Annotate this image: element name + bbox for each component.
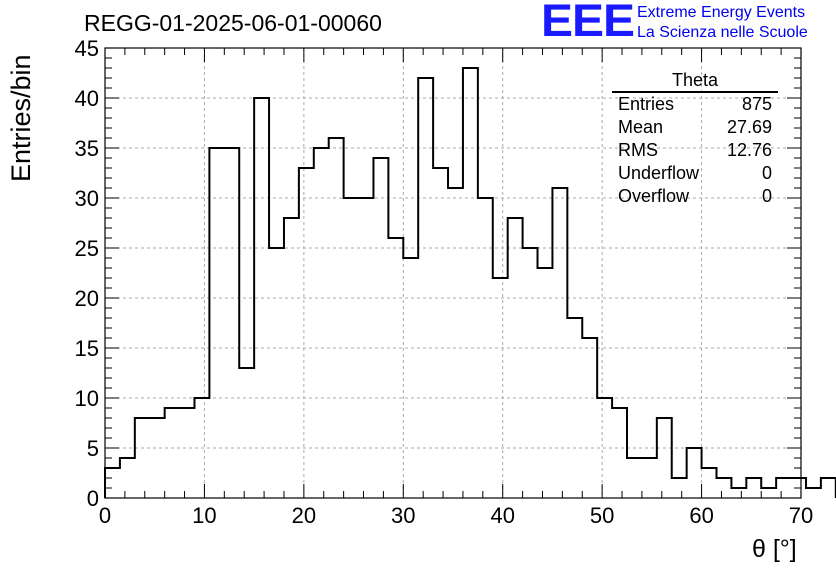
histogram-bin	[463, 68, 478, 498]
histogram-bin	[269, 248, 284, 498]
histogram-bin	[448, 188, 463, 498]
stats-label: Mean	[618, 117, 664, 137]
stats-label: Entries	[618, 94, 675, 114]
histogram-bin	[209, 148, 224, 498]
stats-label: Underflow	[618, 163, 700, 183]
y-tick-label: 20	[75, 286, 99, 311]
histogram-bin	[314, 148, 329, 498]
histogram-bin	[329, 138, 344, 498]
y-tick-label: 0	[87, 486, 99, 511]
y-tick-label: 30	[75, 186, 99, 211]
y-tick-label: 35	[75, 136, 99, 161]
histogram-bin	[105, 468, 120, 498]
stats-value: 875	[741, 94, 772, 114]
histogram-bin	[239, 368, 254, 498]
histogram-bin	[821, 478, 836, 498]
stats-value: 12.76	[726, 140, 772, 160]
stats-row-underflow: Underflow 0	[612, 162, 778, 185]
histogram-bin	[493, 278, 508, 498]
histogram-bin	[552, 188, 567, 498]
x-tick-label: 70	[789, 503, 813, 528]
x-tick-label: 20	[292, 503, 316, 528]
y-tick-label: 45	[75, 36, 99, 61]
histogram-bin	[567, 318, 582, 498]
chart-title: REGG-01-2025-06-01-00060	[84, 10, 382, 36]
histogram-bin	[180, 408, 195, 498]
histogram-bin	[702, 468, 717, 498]
y-tick-label: 40	[75, 86, 99, 111]
eee-logo: EEE	[541, 0, 635, 47]
histogram-bin	[716, 478, 731, 498]
histogram-bin	[657, 418, 672, 498]
histogram-bin	[373, 158, 388, 498]
stats-label: Overflow	[618, 186, 690, 206]
stats-row-rms: RMS 12.76	[612, 139, 778, 162]
histogram-bin	[403, 258, 418, 498]
histogram-bin	[746, 478, 761, 498]
histogram-outline	[104, 67, 836, 498]
histogram-bin	[508, 218, 523, 498]
x-tick-label: 10	[192, 503, 216, 528]
y-tick-label: 25	[75, 236, 99, 261]
histogram-bin	[165, 408, 180, 498]
histogram-bin	[120, 458, 135, 498]
stats-title: Theta	[612, 70, 778, 93]
logo-subtitle-line2: La Scienza nelle Scuole	[637, 24, 808, 41]
stats-box: Theta Entries 875 Mean 27.69 RMS 12.76 U…	[612, 70, 778, 208]
histogram-bin	[582, 338, 597, 498]
histogram-bin	[388, 238, 403, 498]
stats-value: 0	[761, 163, 772, 183]
x-tick-label: 50	[590, 503, 614, 528]
histogram-bin	[418, 78, 433, 498]
stats-row-overflow: Overflow 0	[612, 185, 778, 208]
histogram-bin	[761, 488, 776, 498]
x-tick-label: 30	[391, 503, 415, 528]
histogram-bin	[806, 488, 821, 498]
histogram-bin	[224, 148, 239, 498]
stats-label: RMS	[618, 140, 658, 160]
histogram-bin	[672, 478, 687, 498]
x-tick-label: 0	[99, 503, 111, 528]
histogram-bin	[731, 488, 746, 498]
histogram-bin	[687, 448, 702, 498]
histogram-bin	[284, 218, 299, 498]
stats-row-mean: Mean 27.69	[612, 116, 778, 139]
x-tick-label: 40	[490, 503, 514, 528]
histogram-bin	[538, 268, 553, 498]
y-tick-label: 5	[87, 436, 99, 461]
histogram-bin	[523, 248, 538, 498]
histogram-bin	[150, 418, 165, 498]
histogram-bin	[627, 458, 642, 498]
x-axis-label: θ [°]	[752, 535, 797, 563]
stats-row-entries: Entries 875	[612, 93, 778, 116]
histogram-bin	[135, 418, 150, 498]
plot-frame	[104, 47, 802, 499]
stats-value: 0	[761, 186, 772, 206]
y-tick-label: 15	[75, 336, 99, 361]
x-tick-label: 60	[689, 503, 713, 528]
y-tick-label: 10	[75, 386, 99, 411]
logo-subtitle-line1: Extreme Energy Events	[637, 4, 806, 21]
histogram-bin	[612, 408, 627, 498]
histogram-bin	[776, 478, 791, 498]
histogram-bin	[642, 458, 657, 498]
y-axis-label: Entries/bin	[6, 54, 36, 182]
stats-value: 27.69	[726, 117, 772, 137]
